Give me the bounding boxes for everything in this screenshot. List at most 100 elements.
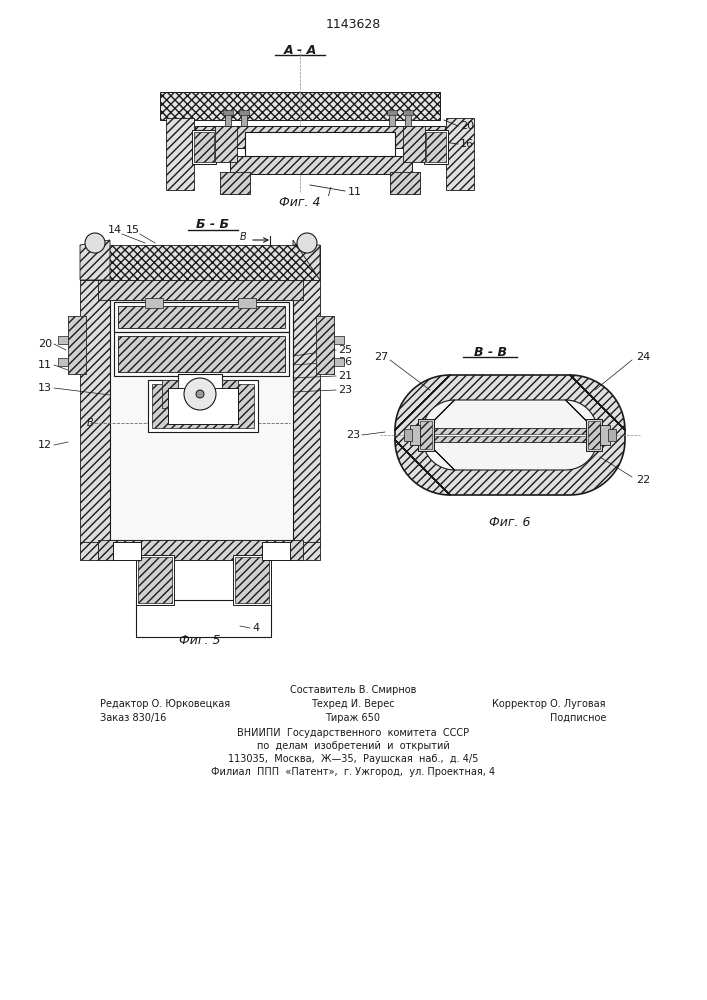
Bar (166, 118, 194, 190)
Bar (192, 130, 216, 164)
Bar (608, 429, 616, 441)
Text: 27: 27 (374, 352, 388, 362)
Text: /: / (328, 187, 332, 197)
Text: 1143628: 1143628 (325, 18, 380, 31)
Bar (245, 132, 395, 156)
Bar (290, 280, 320, 545)
Text: 26: 26 (338, 357, 352, 367)
Text: 12: 12 (38, 440, 52, 450)
Text: 23: 23 (338, 385, 352, 395)
Bar (162, 380, 178, 408)
Bar (334, 336, 344, 344)
Bar (114, 332, 289, 376)
Text: 13: 13 (38, 383, 52, 393)
Text: В: В (86, 418, 93, 428)
Text: 20: 20 (460, 121, 474, 131)
Bar (136, 600, 271, 637)
Bar (80, 542, 320, 560)
Text: 16: 16 (460, 139, 474, 149)
Bar (230, 156, 412, 174)
Text: ВНИИПИ  Государственного  комитета  СССР: ВНИИПИ Государственного комитета СССР (237, 728, 469, 738)
Polygon shape (423, 400, 597, 470)
Bar (334, 358, 344, 366)
Text: А - А: А - А (284, 43, 317, 56)
Bar (136, 555, 174, 605)
Bar (58, 358, 68, 366)
Text: В: В (240, 232, 247, 242)
Text: 11: 11 (38, 360, 52, 370)
Text: по  делам  изобретений  и  открытий: по делам изобретений и открытий (257, 741, 450, 751)
Bar (58, 336, 68, 344)
Text: Техред И. Верес: Техред И. Верес (311, 699, 395, 709)
Circle shape (297, 233, 317, 253)
Bar (194, 132, 214, 162)
Bar (68, 316, 86, 374)
Bar (432, 428, 588, 434)
Bar (389, 112, 395, 126)
Bar (588, 421, 600, 449)
Text: Заказ 830/16: Заказ 830/16 (100, 713, 166, 723)
Bar (404, 429, 412, 441)
Bar (118, 336, 285, 372)
Bar (110, 300, 293, 540)
Bar (222, 380, 238, 408)
Text: Тираж 650: Тираж 650 (325, 713, 380, 723)
Bar (138, 557, 172, 603)
Bar (405, 112, 411, 126)
Bar (403, 110, 413, 115)
Bar (98, 540, 303, 560)
Text: Подписное: Подписное (549, 713, 606, 723)
Bar (68, 316, 86, 374)
Polygon shape (80, 240, 110, 280)
Bar (160, 92, 440, 120)
Bar (113, 542, 141, 560)
Circle shape (184, 378, 216, 410)
Polygon shape (395, 375, 625, 495)
Text: 24: 24 (636, 352, 650, 362)
Bar (586, 419, 602, 451)
Text: Фиг. 6: Фиг. 6 (489, 516, 531, 528)
Bar (233, 555, 271, 605)
Text: Филиал  ППП  «Патент»,  г. Ужгород,  ул. Проектная, 4: Филиал ППП «Патент», г. Ужгород, ул. Про… (211, 767, 495, 777)
Text: 20: 20 (38, 339, 52, 349)
Text: 22: 22 (636, 475, 650, 485)
Bar (178, 374, 222, 414)
Bar (316, 316, 334, 374)
Bar (410, 425, 420, 445)
Bar (387, 110, 397, 115)
Text: В - В: В - В (474, 346, 506, 359)
Bar (222, 380, 238, 408)
Polygon shape (293, 240, 320, 280)
Bar (152, 384, 254, 428)
Bar (225, 112, 231, 126)
Bar (195, 126, 445, 148)
Bar (432, 428, 588, 442)
Bar (220, 172, 250, 194)
Text: 14: 14 (108, 225, 122, 235)
Bar (80, 245, 320, 280)
Text: Корректор О. Луговая: Корректор О. Луговая (493, 699, 606, 709)
Bar (390, 172, 420, 194)
Bar (162, 380, 178, 408)
Bar (238, 298, 256, 308)
Text: 25: 25 (338, 345, 352, 355)
Text: Фиг. 5: Фиг. 5 (180, 634, 221, 647)
Text: Составитель В. Смирнов: Составитель В. Смирнов (290, 685, 416, 695)
Text: 113035,  Москва,  Ж—35,  Раушская  наб.,  д. 4/5: 113035, Москва, Ж—35, Раушская наб., д. … (228, 754, 478, 764)
Bar (600, 425, 610, 445)
Bar (262, 542, 290, 560)
Text: 4: 4 (252, 623, 259, 633)
Bar (215, 126, 237, 162)
Bar (432, 436, 588, 442)
Bar (424, 130, 448, 164)
Circle shape (85, 233, 105, 253)
Bar (118, 306, 285, 328)
Circle shape (196, 390, 204, 398)
Bar (145, 298, 163, 308)
Bar (98, 280, 303, 300)
Bar (114, 302, 289, 332)
Bar (403, 126, 425, 162)
Bar (148, 380, 258, 432)
Bar (316, 316, 334, 374)
Text: Б - Б: Б - Б (197, 219, 230, 232)
